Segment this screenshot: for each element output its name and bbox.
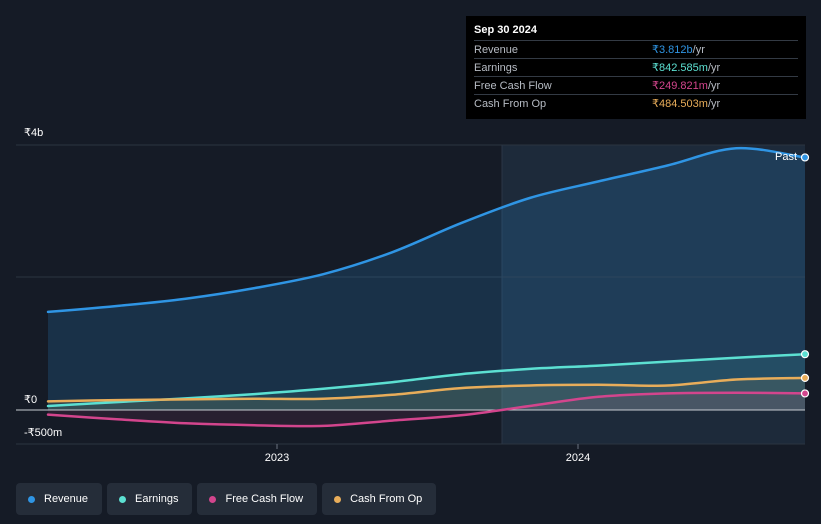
- tooltip-value: ₹249.821m: [652, 80, 708, 92]
- legend-label: Earnings: [135, 493, 179, 505]
- legend-dot-icon: [119, 495, 127, 503]
- legend-dot-icon: [28, 495, 35, 503]
- legend-item-free-cash-flow[interactable]: Free Cash Flow: [197, 483, 318, 515]
- tooltip-label: Free Cash Flow: [474, 79, 552, 92]
- endpoint-earnings: [800, 350, 810, 359]
- tooltip-value: ₹842.585m: [652, 62, 708, 74]
- tooltip-label: Cash From Op: [474, 97, 547, 110]
- y-label-zero: ₹0: [24, 394, 37, 406]
- legend-label: Cash From Op: [350, 493, 423, 505]
- endpoint-free-cash-flow: [800, 389, 810, 398]
- line-cash-from-op: [46, 376, 807, 403]
- area-free-cash-flow: [48, 392, 805, 427]
- chart-legend: Revenue Earnings Free Cash Flow Cash Fro…: [16, 483, 437, 515]
- tooltip-label: Earnings: [474, 61, 518, 74]
- tooltip-label: Revenue: [474, 43, 519, 56]
- tooltip-value: ₹484.503m: [652, 98, 708, 110]
- tooltip-row-revenue: Revenue ₹3.812b /yr: [474, 40, 798, 58]
- tooltip-row-earnings: Earnings ₹842.585m /yr: [474, 58, 798, 76]
- legend-dot-icon: [209, 495, 217, 503]
- endpoint-revenue: [800, 153, 810, 162]
- tooltip-unit: /yr: [707, 79, 721, 92]
- line-free-cash-flow: [46, 391, 807, 428]
- tooltip-date: Sep 30 2024: [474, 24, 537, 36]
- legend-item-revenue[interactable]: Revenue: [16, 483, 103, 515]
- tooltip-value: ₹3.812b: [652, 44, 693, 56]
- data-tooltip: Sep 30 2024 Revenue ₹3.812b /yr Earnings…: [466, 16, 806, 119]
- legend-item-cash-from-op[interactable]: Cash From Op: [322, 483, 437, 515]
- legend-item-earnings[interactable]: Earnings: [107, 483, 193, 515]
- tooltip-row-free-cash-flow: Free Cash Flow ₹249.821m /yr: [474, 76, 798, 94]
- area-revenue: [48, 148, 805, 411]
- tooltip-unit: /yr: [707, 97, 721, 110]
- line-revenue: [46, 146, 807, 314]
- y-label-bottom: -₹500m: [24, 427, 62, 439]
- y-label-top: ₹4b: [24, 127, 43, 139]
- legend-label: Free Cash Flow: [225, 493, 304, 505]
- x-tick-2023: 2023: [265, 452, 289, 464]
- x-tick-2024: 2024: [566, 452, 590, 464]
- endpoint-cash-from-op: [800, 373, 810, 383]
- legend-dot-icon: [334, 495, 342, 503]
- tooltip-unit: /yr: [707, 61, 721, 74]
- past-label: Past: [775, 151, 797, 163]
- tooltip-row-cash-from-op: Cash From Op ₹484.503m /yr: [474, 94, 798, 112]
- legend-label: Revenue: [44, 493, 89, 505]
- tooltip-unit: /yr: [692, 43, 705, 56]
